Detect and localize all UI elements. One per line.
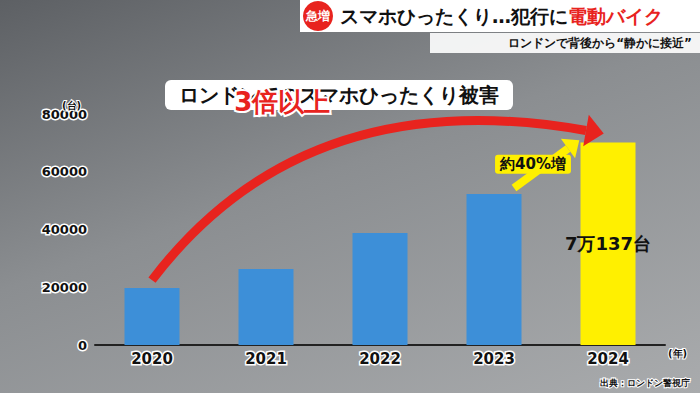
svg-text:電動バイク: 電動バイク: [568, 5, 663, 27]
svg-text:2020: 2020: [131, 350, 173, 368]
svg-text:スマホひったくり…犯行に: スマホひったくり…犯行に: [340, 5, 568, 27]
svg-text:急増: 急増: [305, 9, 330, 23]
svg-text:2022: 2022: [359, 350, 401, 368]
svg-text:約40%増: 約40%増: [499, 155, 566, 173]
svg-text:ロンドンでのスマホひったくり被害: ロンドンでのスマホひったくり被害: [179, 83, 499, 107]
svg-text:20000: 20000: [42, 280, 87, 295]
svg-text:40000: 40000: [42, 222, 87, 237]
svg-text:2021: 2021: [245, 350, 287, 368]
svg-text:3倍以上: 3倍以上: [234, 87, 330, 117]
svg-text:(台): (台): [62, 100, 81, 111]
svg-text:出典：ロンドン警視庁: 出典：ロンドン警視庁: [600, 378, 690, 388]
svg-text:ロンドンで背後から“静かに接近”: ロンドンで背後から“静かに接近”: [508, 36, 692, 50]
svg-text:7万137台: 7万137台: [565, 233, 651, 254]
svg-text:0: 0: [78, 338, 87, 353]
svg-text:2023: 2023: [473, 350, 515, 368]
svg-text:(年): (年): [668, 348, 687, 359]
svg-text:60000: 60000: [42, 164, 87, 179]
svg-text:2024: 2024: [587, 350, 629, 368]
svg-text:80000: 80000: [41, 106, 87, 122]
